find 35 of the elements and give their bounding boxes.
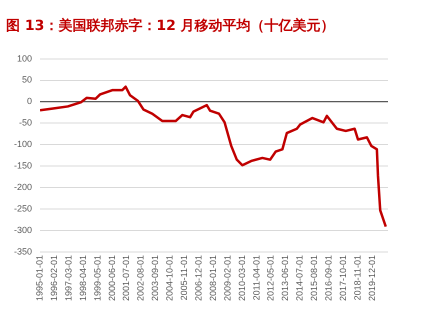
x-tick-label: 1999-05-01 (92, 254, 102, 302)
y-tick-label: -300 (14, 224, 32, 235)
chart-title: 图 13：美国联邦赤字：12 月移动平均（十亿美元） (6, 17, 335, 34)
y-tick-label: -350 (14, 246, 32, 256)
x-tick-label: 2015-08-01 (309, 254, 320, 302)
x-tick-label: 2006-12-01 (193, 254, 204, 302)
x-tick-label: 2008-01-01 (208, 254, 218, 302)
y-tick-label: -200 (14, 182, 32, 192)
y-tick-label: 0 (27, 96, 32, 106)
x-tick-label: 2016-09-01 (324, 254, 334, 302)
x-tick-label: 2014-07-01 (294, 254, 305, 302)
x-tick-label: 2004-10-01 (164, 254, 175, 302)
y-tick-label: -150 (14, 160, 32, 171)
y-tick-label: -50 (19, 118, 32, 128)
x-tick-label: 2003-09-01 (150, 254, 160, 302)
x-tick-label: 2001-07-01 (121, 254, 132, 302)
x-tick-label: 1995-01-01 (34, 254, 44, 302)
y-tick-label: -100 (14, 139, 32, 150)
x-tick-label: 2013-06-01 (280, 254, 290, 302)
x-tick-label: 1996-02-01 (48, 254, 59, 302)
x-tick-label: 2000-06-01 (106, 254, 117, 302)
x-tick-label: 1997-03-01 (63, 254, 74, 302)
x-tick-label: 1998-04-01 (78, 254, 88, 302)
x-tick-label: 2010-03-01 (236, 254, 247, 302)
x-tick-label: 2019-12-01 (366, 254, 377, 302)
x-tick-label: 2017-10-01 (338, 254, 348, 302)
y-tick-label: 50 (22, 74, 32, 85)
x-tick-label: 2011-04-01 (251, 254, 262, 300)
y-tick-label: 100 (16, 53, 32, 64)
x-tick-label: 2005-11-01 (179, 254, 190, 300)
x-tick-label: 2018-11-01 (352, 254, 362, 300)
x-tick-label: 2002-08-01 (136, 254, 146, 302)
x-tick-label: 2009-02-01 (222, 254, 232, 302)
y-tick-label: -250 (14, 204, 32, 214)
x-tick-label: 2012-05-01 (266, 254, 276, 302)
